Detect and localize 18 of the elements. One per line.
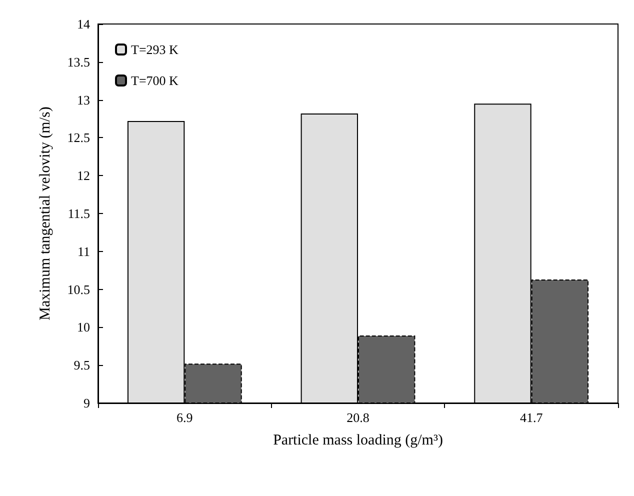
x-tick-label: 20.8	[346, 410, 370, 425]
y-tick-label: 11	[77, 244, 90, 259]
y-tick-label: 9	[84, 396, 90, 410]
y-tick-label: 11.5	[68, 206, 90, 221]
y-tick-label: 9.5	[74, 358, 90, 373]
y-tick-label: 10.5	[67, 282, 90, 297]
y-tick-label: 13.5	[67, 54, 90, 70]
legend-label: T=700 K	[131, 73, 180, 88]
y-tick-label: 13	[77, 92, 90, 108]
y-tick-label: 14	[77, 16, 90, 32]
x-tick-label: 6.9	[176, 410, 193, 425]
y-axis-title: Maximum tangential velovity (m/s)	[38, 106, 54, 320]
y-tick-label: 12.5	[67, 130, 90, 146]
x-tick-label: 41.7	[520, 410, 544, 425]
y-tick-label: 10	[77, 320, 90, 335]
legend-label: T=293 K	[131, 42, 180, 57]
x-axis-title: Particle mass loading (g/m³)	[273, 432, 443, 448]
y-tick-label: 12	[77, 168, 90, 184]
